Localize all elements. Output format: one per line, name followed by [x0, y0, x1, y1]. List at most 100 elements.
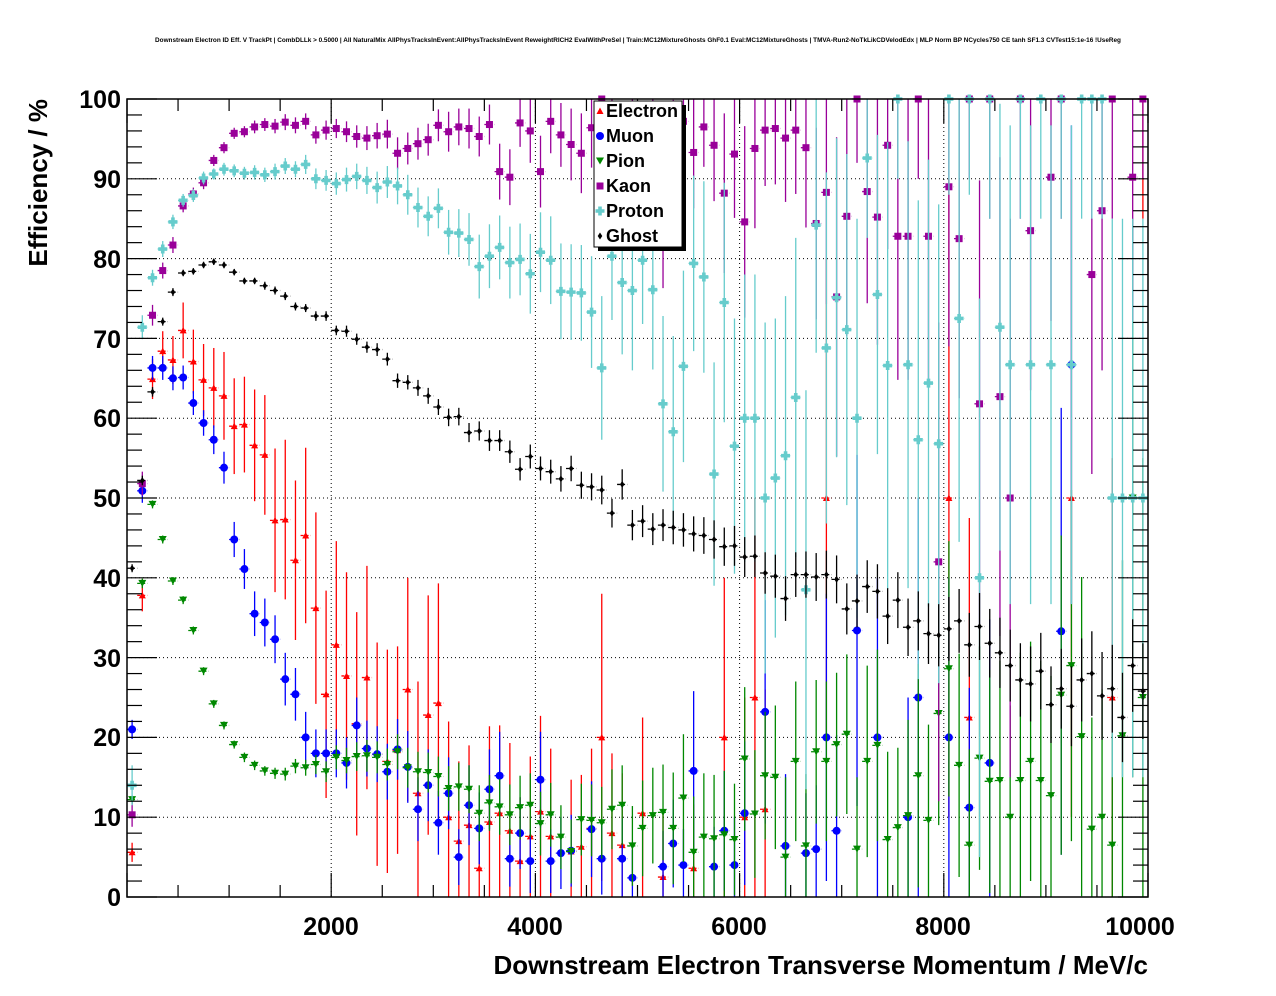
data-point [392, 373, 403, 388]
marker-proton [903, 360, 913, 370]
data-point [208, 699, 219, 708]
marker-ghost [446, 413, 451, 421]
marker-kaon [516, 119, 524, 127]
marker-pion [250, 761, 259, 769]
data-point [310, 754, 321, 775]
marker-ghost [599, 486, 605, 494]
marker-muon [230, 535, 239, 544]
marker-ghost [1120, 713, 1125, 721]
marker-pion [209, 700, 218, 708]
data-point [954, 653, 965, 878]
marker-proton [719, 297, 729, 307]
data-point [463, 765, 475, 814]
marker-pion [904, 812, 913, 820]
data-point [157, 317, 168, 326]
data-point [351, 163, 362, 190]
data-point [259, 281, 270, 290]
marker-pion [444, 784, 453, 792]
data-point [617, 765, 628, 846]
marker-muon [179, 373, 188, 382]
marker-ghost [191, 267, 196, 275]
marker-ghost [344, 327, 349, 335]
data-point [688, 796, 699, 897]
marker-muon [536, 775, 545, 784]
data-point [525, 773, 536, 838]
data-point [474, 116, 485, 157]
data-point [259, 395, 270, 515]
data-point [514, 458, 526, 481]
marker-electron [945, 494, 953, 501]
data-point [229, 127, 240, 139]
marker-proton [821, 343, 831, 353]
data-point [535, 791, 546, 856]
data-point [749, 274, 761, 562]
legend-marker-electron [596, 107, 604, 114]
data-point [331, 325, 342, 336]
marker-proton [1026, 360, 1036, 370]
marker-proton [770, 473, 780, 483]
marker-ghost [1028, 680, 1033, 688]
data-point [872, 649, 883, 842]
legend-label: Ghost [606, 226, 658, 246]
marker-pion [822, 757, 831, 765]
marker-kaon [802, 144, 810, 152]
marker-ghost [1038, 667, 1044, 675]
legend-marker-ghost [597, 232, 603, 240]
data-point [147, 355, 158, 380]
marker-electron [138, 591, 146, 599]
data-point [331, 745, 342, 770]
data-point [851, 95, 863, 163]
marker-proton [781, 451, 791, 461]
marker-electron [475, 864, 483, 872]
data-point [688, 175, 699, 352]
data-point [259, 598, 270, 647]
marker-pion [322, 768, 331, 776]
data-point [494, 215, 505, 280]
marker-kaon [159, 267, 167, 275]
data-point [974, 298, 985, 858]
marker-ghost [1109, 685, 1115, 693]
marker-kaon [526, 127, 534, 135]
marker-ghost [854, 597, 860, 605]
data-point [902, 719, 914, 897]
marker-electron [291, 556, 299, 564]
legend-label: Electron [606, 101, 678, 121]
marker-ghost [425, 392, 431, 400]
data-point [627, 509, 638, 541]
data-point [280, 439, 291, 600]
marker-pion [689, 848, 698, 856]
data-point [372, 741, 383, 774]
x-tick-label: 10000 [1105, 913, 1175, 941]
marker-electron [312, 604, 320, 612]
data-point [576, 113, 587, 194]
data-point [1056, 94, 1067, 219]
marker-ghost [660, 521, 666, 529]
marker-pion [955, 761, 964, 769]
marker-ghost [701, 532, 707, 540]
data-point [617, 469, 628, 500]
marker-proton [883, 361, 893, 371]
data-point [320, 761, 332, 783]
data-point [1076, 577, 1087, 897]
data-point [668, 336, 679, 528]
data-point [229, 521, 240, 558]
data-point [668, 772, 679, 885]
marker-kaon [261, 121, 269, 129]
marker-proton [433, 203, 443, 213]
data-point [627, 806, 638, 886]
data-point [341, 121, 352, 143]
data-point [933, 204, 944, 684]
marker-pion [403, 764, 412, 772]
marker-kaon [577, 149, 585, 157]
marker-pion [893, 824, 902, 832]
marker-muon [618, 854, 627, 863]
marker-ghost [466, 429, 472, 437]
data-point [545, 459, 556, 484]
data-point [760, 552, 771, 594]
data-point [218, 721, 230, 730]
marker-muon [434, 818, 443, 827]
data-point [259, 167, 270, 182]
marker-electron [302, 532, 310, 539]
data-point [280, 652, 291, 706]
marker-ghost [742, 553, 748, 561]
